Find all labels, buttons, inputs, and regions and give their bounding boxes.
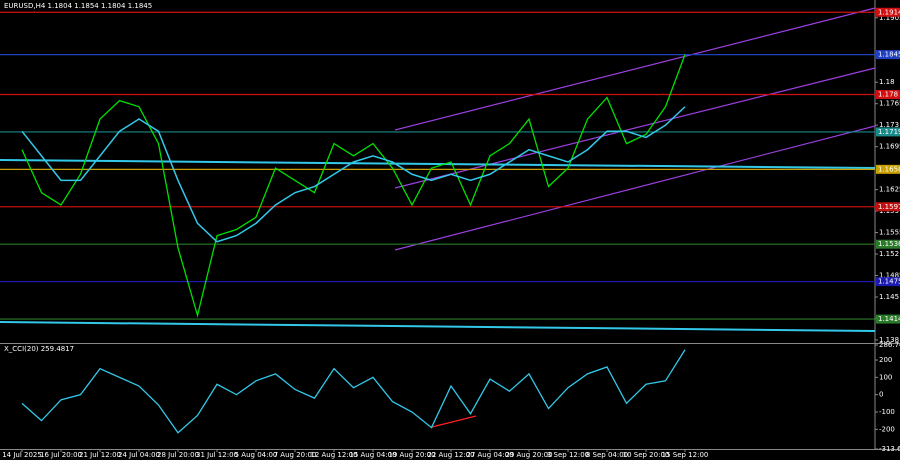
y-tick-label: -313.6592 — [879, 445, 900, 453]
y-tick-label: 1.1625 — [879, 186, 900, 194]
level-label-bg — [876, 127, 900, 137]
level-label-bg — [876, 164, 900, 174]
y-tick-label: 1.1695 — [879, 143, 900, 151]
y-tick-label: 1.138 — [879, 336, 899, 344]
level-label: 1.1658 — [878, 165, 900, 173]
x-tick-label: 27 Aug 04:00 — [466, 451, 513, 459]
series-line — [21, 349, 686, 434]
y-tick-label: 200 — [879, 356, 892, 364]
y-tick-label: 1.18 — [879, 78, 895, 86]
y-tick-label: 1.1905 — [879, 14, 900, 22]
level-label-bg — [876, 277, 900, 287]
x-tick-label: 24 Jul 04:00 — [118, 451, 160, 459]
level-label: 1.1845 — [878, 51, 900, 59]
x-tick-label: 28 Jul 20:00 — [157, 451, 199, 459]
level-label: 1.1475 — [878, 278, 900, 286]
level-label-bg — [876, 89, 900, 99]
y-tick-label: 286.7453 — [879, 341, 900, 349]
channel-lower — [394, 125, 876, 251]
level-label-bg — [876, 314, 900, 324]
x-tick-label: 21 Jul 12:00 — [79, 451, 121, 459]
level-label-bg — [876, 202, 900, 212]
y-tick-label: 1.1765 — [879, 100, 900, 108]
x-tick-label: 15 Sep 12:00 — [662, 451, 709, 459]
y-tick-label: 1.173 — [879, 121, 899, 129]
level-label: 1.1914 — [878, 8, 900, 16]
level-label: 1.1597 — [878, 203, 900, 211]
level-label: 1.1536 — [878, 240, 900, 248]
y-tick-label: 100 — [879, 373, 892, 381]
level-label-bg — [876, 239, 900, 249]
x-tick-label: 10 Sep 20:00 — [623, 451, 670, 459]
y-tick-label: 1.145 — [879, 293, 899, 301]
x-tick-label: 12 Aug 12:00 — [310, 451, 357, 459]
x-tick-label: 14 Jul 2025 — [2, 451, 42, 459]
x-tick-label: 29 Aug 20:00 — [505, 451, 552, 459]
channel-upper — [394, 7, 876, 131]
y-tick-label: 1.152 — [879, 250, 899, 258]
x-tick-label: 22 Aug 12:00 — [427, 451, 474, 459]
level-label: 1.178 — [878, 90, 898, 98]
level-label: 1.1719 — [878, 128, 900, 136]
x-tick-label: 3 Sep 12:00 — [547, 451, 589, 459]
level-label-bg — [876, 7, 900, 17]
y-tick-label: 1.1485 — [879, 272, 900, 280]
indicator-title: X_CCI(20) 259.4817 — [4, 345, 74, 353]
y-tick-label: 0 — [879, 391, 883, 399]
x-tick-label: 5 Aug 04:00 — [235, 451, 278, 459]
series-line — [21, 54, 686, 318]
x-tick-label: 7 Aug 20:00 — [274, 451, 317, 459]
x-tick-label: 8 Sep 04:00 — [586, 451, 628, 459]
y-tick-label: -200 — [879, 425, 895, 433]
regression-channel — [394, 7, 876, 251]
series-line — [21, 106, 686, 243]
long-moving-average-2 — [0, 321, 876, 332]
y-tick-label: -100 — [879, 408, 895, 416]
y-tick-label: 1.1555 — [879, 229, 900, 237]
x-tick-label: 16 Jul 20:00 — [40, 451, 82, 459]
chart-title: EURUSD,H4 1.1804 1.1854 1.1804 1.1845 — [4, 2, 152, 10]
x-tick-label: 15 Aug 04:00 — [349, 451, 396, 459]
x-tick-label: 31 Jul 12:00 — [196, 451, 238, 459]
long-moving-average — [0, 159, 876, 169]
level-label: 1.1414 — [878, 315, 900, 323]
divergence-line — [431, 415, 477, 428]
x-tick-label: 19 Aug 20:00 — [388, 451, 435, 459]
channel-middle — [394, 67, 876, 189]
level-label-bg — [876, 50, 900, 60]
